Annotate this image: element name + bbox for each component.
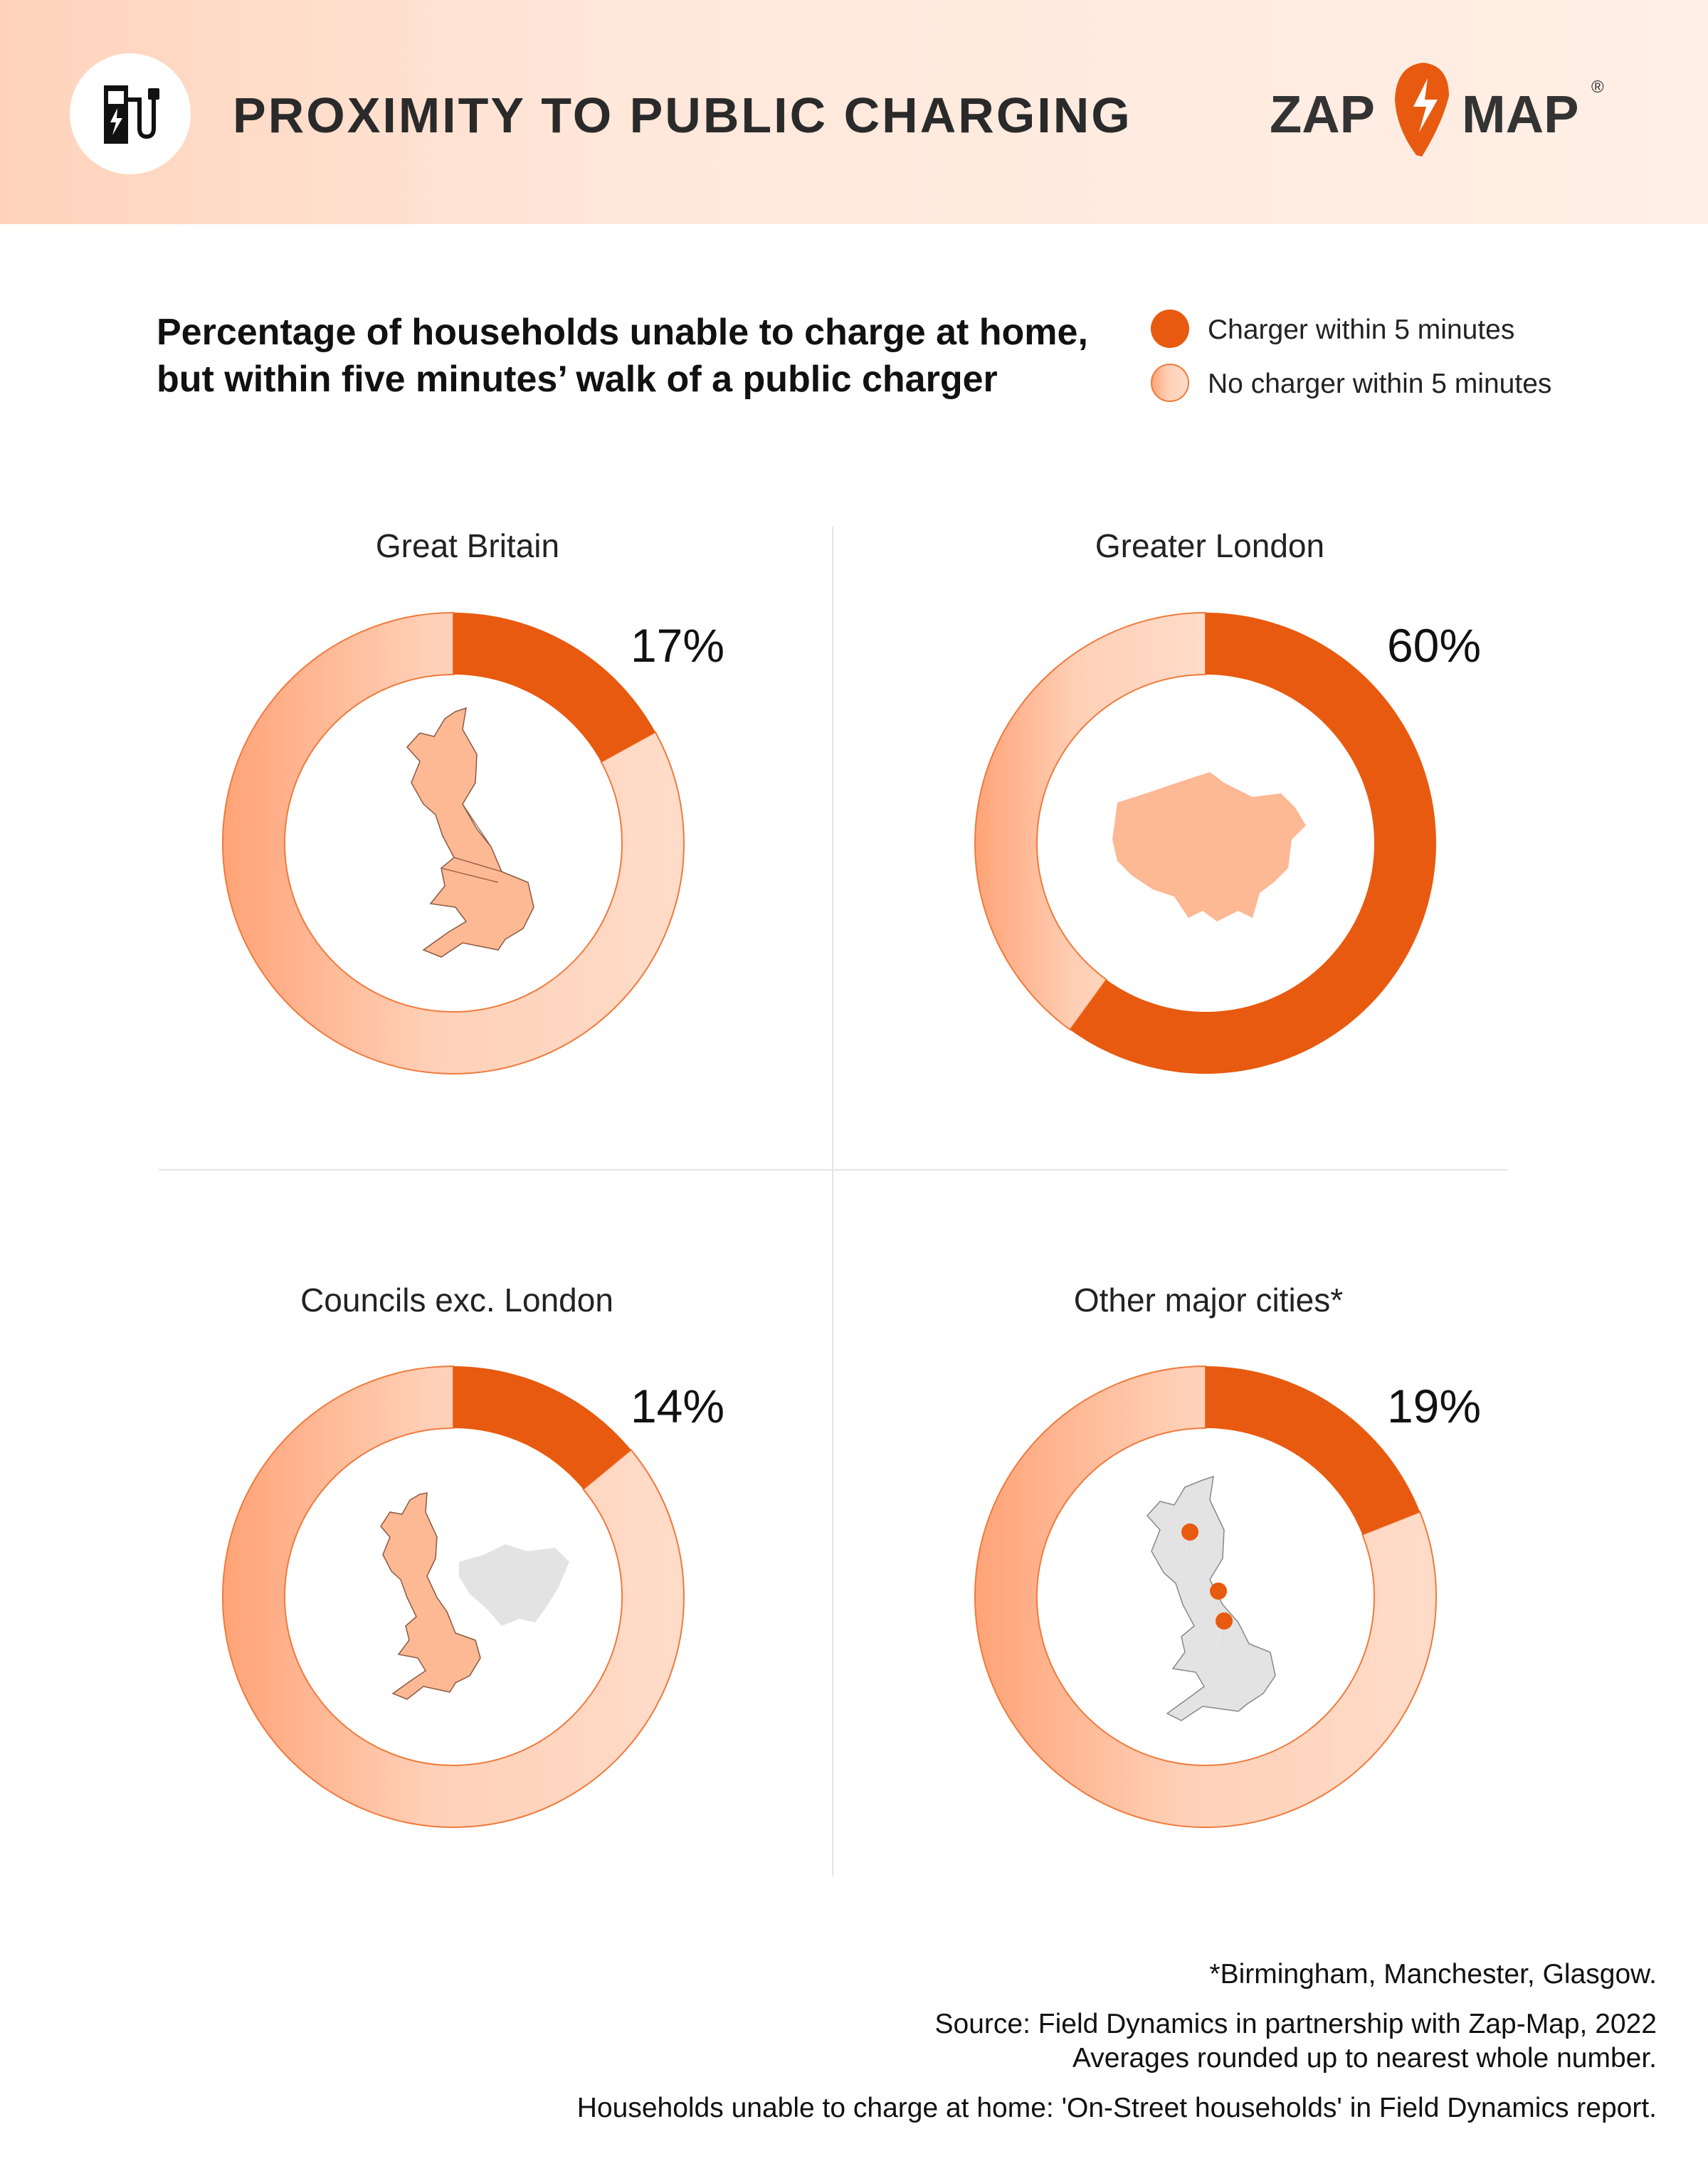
- donut-segment-no-charger: [974, 1365, 1437, 1828]
- chart-title-other-cities: Other major cities*: [1074, 1282, 1343, 1319]
- footnote-rounding: Averages rounded up to nearest whole num…: [1072, 2043, 1657, 2074]
- legend-label-no-charger: No charger within 5 minutes: [1208, 369, 1551, 399]
- svg-text:MAP: MAP: [1462, 85, 1578, 144]
- map-pin-icon-birmingham: [1216, 1612, 1233, 1651]
- donut-segment-no-charger: [222, 611, 685, 1074]
- footnote-cities: *Birmingham, Manchester, Glasgow.: [1209, 1959, 1657, 1990]
- chart-title-greater-london: Greater London: [1095, 527, 1324, 564]
- svg-text:ZAP: ZAP: [1270, 85, 1375, 144]
- donut-segment-no-charger: [222, 1365, 685, 1828]
- zap-map-logo: ZAP MAP ®: [1270, 63, 1604, 157]
- map-pin-icon-glasgow: [1181, 1523, 1199, 1562]
- britain-excluding-london-map: [380, 1492, 569, 1700]
- britain-with-city-pins-map: [1146, 1475, 1276, 1721]
- chart-title-councils: Councils exc. London: [300, 1282, 613, 1319]
- footnote-source: Source: Field Dynamics in partnership wi…: [935, 2009, 1657, 2039]
- chart-title-great-britain: Great Britain: [376, 527, 559, 564]
- svg-text:®: ®: [1591, 78, 1604, 97]
- data-label-councils: 14%: [631, 1380, 724, 1432]
- map-pin-icon-manchester: [1210, 1583, 1228, 1621]
- legend-label-charger: Charger within 5 minutes: [1208, 315, 1514, 345]
- donut-segment-charger: [1206, 1366, 1420, 1535]
- donut-segment-charger: [453, 1366, 631, 1489]
- ev-charger-icon: [70, 53, 191, 174]
- legend-swatch-no-charger: [1151, 364, 1189, 402]
- legend-swatch-charger: [1151, 310, 1189, 348]
- footnote-definition: Households unable to charge at home: 'On…: [577, 2093, 1657, 2123]
- chart-subtitle-line-1: Percentage of households unable to charg…: [157, 312, 1088, 353]
- great-britain-map: [406, 707, 534, 958]
- data-label-other-cities: 19%: [1387, 1380, 1481, 1432]
- data-label-greater-london: 60%: [1387, 619, 1481, 672]
- page-title: PROXIMITY TO PUBLIC CHARGING: [233, 88, 1132, 143]
- donut-segment-charger: [1070, 613, 1437, 1074]
- data-label-great-britain: 17%: [631, 619, 724, 672]
- donut-segment-charger: [453, 613, 655, 762]
- chart-subtitle-line-2: but within five minutes’ walk of a publi…: [157, 359, 998, 400]
- donut-segment-no-charger: [974, 611, 1206, 1031]
- legend: Charger within 5 minutes No charger with…: [1151, 310, 1551, 402]
- greater-london-map: [1112, 772, 1306, 921]
